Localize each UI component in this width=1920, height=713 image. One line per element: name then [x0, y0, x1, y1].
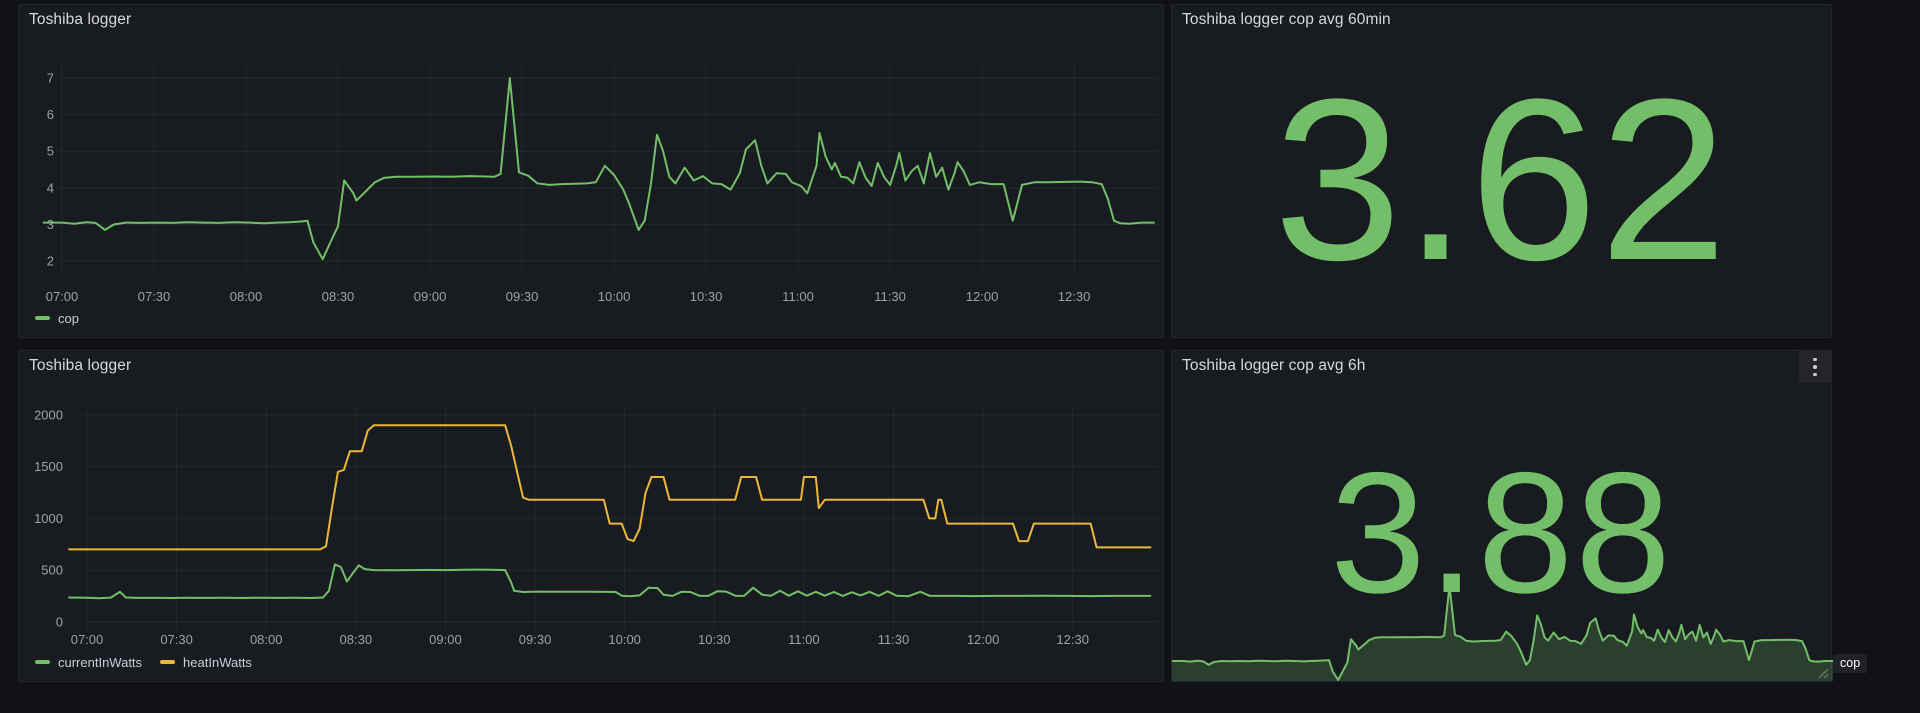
svg-text:7: 7 [47, 71, 54, 86]
svg-text:08:00: 08:00 [230, 289, 263, 304]
svg-text:08:30: 08:30 [322, 289, 355, 304]
series-color-swatch [35, 660, 50, 664]
svg-text:12:30: 12:30 [1056, 632, 1089, 647]
series-color-swatch [160, 660, 176, 664]
svg-text:09:00: 09:00 [429, 632, 462, 647]
legend-label[interactable]: heatInWatts [183, 654, 252, 670]
svg-text:08:30: 08:30 [340, 632, 373, 647]
kebab-dot [1813, 372, 1817, 377]
panel-header[interactable]: Toshiba logger [19, 5, 1163, 35]
svg-text:07:30: 07:30 [160, 632, 193, 647]
svg-text:09:30: 09:30 [519, 632, 552, 647]
svg-text:4: 4 [47, 180, 54, 195]
panel-title[interactable]: Toshiba logger cop avg 6h [1182, 357, 1366, 374]
kebab-dot [1813, 357, 1817, 362]
series-color-swatch [35, 316, 50, 320]
legend-item[interactable]: currentInWatts [35, 655, 142, 670]
svg-text:1500: 1500 [34, 459, 63, 474]
svg-text:11:00: 11:00 [782, 289, 814, 304]
svg-text:12:00: 12:00 [966, 289, 999, 304]
cop-sparkline[interactable] [1172, 349, 1833, 681]
panel-cop-timeseries: Toshiba logger 7 6 5 4 3 2 07:00 07:30 08:00 08:3… [18, 4, 1164, 338]
svg-text:07:30: 07:30 [138, 289, 171, 304]
chart-legend: currentInWatts heatInWatts [35, 651, 252, 673]
panel-header[interactable]: Toshiba logger cop avg 60min [1172, 5, 1831, 35]
svg-text:11:00: 11:00 [788, 632, 820, 647]
svg-text:11:30: 11:30 [874, 289, 906, 304]
svg-text:11:30: 11:30 [878, 632, 910, 647]
panel-title[interactable]: Toshiba logger [29, 11, 132, 28]
svg-text:12:00: 12:00 [967, 632, 1000, 647]
series-tooltip: cop [1833, 654, 1868, 673]
stat-value-cop-avg-60min: 3.62 [1273, 51, 1730, 308]
svg-text:6: 6 [47, 107, 54, 122]
legend-item[interactable]: heatInWatts [160, 655, 252, 670]
panel-title[interactable]: Toshiba logger cop avg 60min [1182, 11, 1391, 28]
svg-text:09:00: 09:00 [414, 289, 447, 304]
panel-header[interactable]: Toshiba logger cop avg 6h [1172, 351, 1831, 383]
svg-text:2: 2 [47, 254, 54, 269]
svg-text:2000: 2000 [34, 408, 63, 423]
svg-text:10:30: 10:30 [698, 632, 731, 647]
panel-watts-timeseries: Toshiba logger 2000 1500 1000 500 0 07:00 07:3… [18, 350, 1164, 682]
svg-text:1000: 1000 [34, 511, 63, 526]
panel-menu-kebab-icon[interactable] [1799, 351, 1831, 383]
svg-text:07:00: 07:00 [71, 632, 104, 647]
svg-text:09:30: 09:30 [506, 289, 539, 304]
svg-text:10:00: 10:00 [598, 289, 631, 304]
cop-line-chart[interactable]: 7 6 5 4 3 2 07:00 07:30 08:00 08:30 09:00 09:30 10:0… [19, 5, 1163, 305]
svg-text:0: 0 [56, 614, 63, 629]
svg-text:08:00: 08:00 [250, 632, 283, 647]
watts-line-chart[interactable]: 2000 1500 1000 500 0 07:00 07:30 08:00 08:30 09:0… [19, 351, 1163, 651]
legend-label[interactable]: currentInWatts [58, 654, 143, 670]
svg-text:3: 3 [47, 217, 54, 232]
svg-text:10:30: 10:30 [690, 289, 723, 304]
legend-item[interactable]: cop [35, 311, 79, 326]
legend-label[interactable]: cop [58, 310, 79, 326]
panel-header[interactable]: Toshiba logger [19, 351, 1163, 381]
panel-cop-avg-60min: Toshiba logger cop avg 60min 3.62 [1171, 4, 1832, 338]
chart-legend: cop [35, 307, 79, 329]
svg-text:10:00: 10:00 [608, 632, 641, 647]
svg-text:12:30: 12:30 [1058, 289, 1091, 304]
panel-cop-avg-6h: Toshiba logger cop avg 6h 3.88 cop [1171, 349, 1868, 682]
panel-resize-handle[interactable] [1817, 667, 1829, 679]
svg-text:5: 5 [47, 144, 54, 159]
panel-title[interactable]: Toshiba logger [29, 357, 132, 374]
kebab-dot [1813, 365, 1817, 369]
stat-value-cop-avg-6h: 3.88 [1330, 437, 1673, 629]
svg-text:500: 500 [41, 563, 63, 578]
svg-text:07:00: 07:00 [46, 289, 79, 304]
